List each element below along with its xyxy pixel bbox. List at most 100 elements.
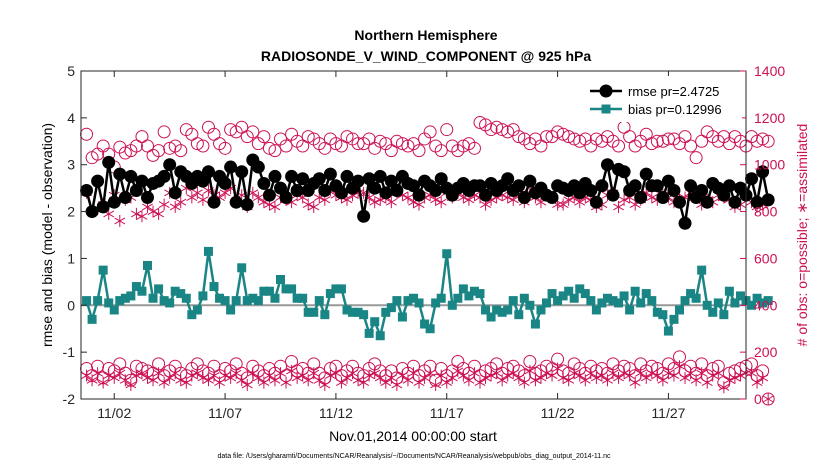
rmse-point [268,169,282,183]
rmse-point [589,195,603,209]
rmse-point [407,179,420,193]
y-right-tick-label: 600 [754,250,778,266]
obs-possible-point [390,134,404,148]
bias-point [636,298,646,308]
rmse-point [501,172,515,186]
obs-possible-point [218,141,232,155]
obs-assimilated-point [746,367,757,380]
obs-assimilated-point [114,214,126,227]
x-tick-label: 11/12 [319,405,353,421]
bias-point [82,296,92,306]
obs-assimilated-point [158,198,170,211]
obs-assimilated-point [302,374,314,387]
bias-point [120,293,130,303]
bias-point [758,298,768,308]
obs-assimilated-point [735,369,746,382]
obs-possible-point [262,141,276,155]
obs-possible-point [279,139,293,153]
bias-point [708,307,718,317]
obs-assimilated-point [557,371,569,384]
bias-point [148,293,158,303]
legend-rmse-label: rmse pr=2.4725 [628,84,719,99]
obs-assimilated-point [352,374,364,387]
bias-point [436,293,446,303]
rmse-point [290,183,304,197]
rmse-point [235,165,249,179]
bias-point [591,305,601,315]
bias-point [109,305,119,315]
bias-point [131,282,141,292]
obs-possible-point [495,123,509,137]
obs-possible-point [661,132,675,146]
bias-point [270,293,280,303]
y-right-axis-ticks: 0 200 400 600 800 1000 1200 1400 [740,63,785,407]
obs-assimilated-point [651,369,663,382]
obs-assimilated-point [324,369,336,382]
obs-assimilated-point [252,191,264,204]
rmse-point [517,191,531,205]
obs-possible-point [756,132,770,146]
obs-assimilated-point [408,367,419,380]
rmse-point [129,183,143,197]
rmse-point [761,193,775,207]
rmse-point [257,176,271,190]
bias-point [264,286,274,296]
rmse-point [379,186,393,200]
obs-assimilated-point [175,374,187,387]
obs-assimilated-point [485,369,497,382]
bias-point [325,289,335,299]
bias-point [375,331,385,341]
obs-possible-point [351,137,365,151]
obs-assimilated-point [341,371,353,384]
obs-assimilated-point [618,367,630,380]
obs-assimilated-point [258,376,270,389]
obs-assimilated-point [358,376,370,389]
obs-assimilated-point [92,367,104,380]
bias-point [453,293,463,303]
obs-assimilated-point [225,371,237,384]
bias-point [514,310,524,320]
obs-assimilated-point [762,393,774,405]
bias-point [87,314,97,324]
obs-assimilated-point [452,364,464,377]
obs-possible-point [540,130,553,144]
bias-point [536,305,546,315]
bias-point [115,296,125,306]
obs-assimilated-point [302,198,314,211]
bias-point [126,291,136,301]
bias-point [442,249,452,259]
rmse-point [673,195,686,209]
rmse-point [412,188,426,202]
obs-assimilated-point [164,371,176,384]
rmse-point [240,198,254,212]
legend-box [586,76,742,122]
obs-assimilated-point [646,367,658,380]
obs-assimilated-point [657,374,669,387]
bias-point [730,298,740,308]
obs-assimilated-point [247,367,259,380]
legend-rmse-marker [599,84,613,98]
bias-point [364,328,374,338]
obs-possible-point [401,139,415,153]
rmse-point [373,169,387,183]
obs-assimilated-point [524,364,536,377]
obs-assimilated-point [662,367,674,380]
obs-assimilated-point [153,207,165,220]
obs-assimilated-point [613,371,624,384]
bias-point [680,296,690,306]
obs-assimilated-point [197,193,209,206]
rmse-point [251,160,265,174]
bias-point [464,291,474,301]
obs-assimilated-point [729,371,741,384]
bias-point [154,284,164,294]
x-tick-label: 11/17 [430,405,464,421]
obs-assimilated-point [191,367,203,380]
obs-assimilated-point [241,378,253,391]
bias-point [558,291,568,301]
y-right-tick-label: 800 [754,204,778,220]
bias-point [663,326,673,336]
rmse-point [434,172,448,186]
obs-assimilated-point [568,367,580,380]
rmse-point [207,195,221,209]
obs-assimilated-point [579,374,591,387]
